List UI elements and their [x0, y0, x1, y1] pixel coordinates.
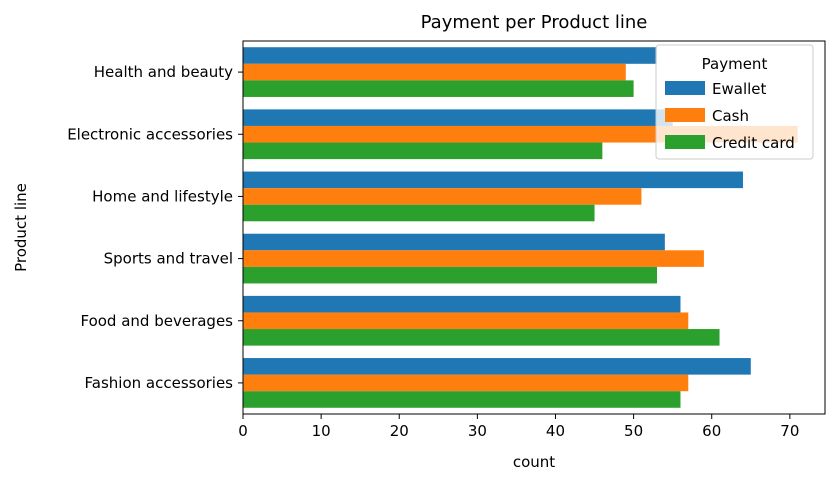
x-tick-label: 30 [468, 422, 487, 440]
x-tick-label: 10 [312, 422, 331, 440]
y-tick-label-health-and-beauty: Health and beauty [94, 63, 233, 81]
y-axis-label: Product line [12, 183, 30, 272]
bar-food-and-beverages-cash [243, 312, 689, 330]
legend-label-ewallet: Ewallet [712, 80, 767, 98]
bar-sports-and-travel-credit-card [243, 266, 658, 284]
bar-food-and-beverages-credit-card [243, 329, 720, 346]
x-tick-label: 20 [390, 422, 409, 440]
legend-swatch-credit-card [665, 135, 705, 149]
bar-electronic-accessories-ewallet [243, 109, 673, 126]
y-tick-label-fashion-accessories: Fashion accessories [85, 374, 234, 392]
legend-swatch-cash [665, 108, 705, 122]
y-tick-label-food-and-beverages: Food and beverages [80, 312, 233, 330]
legend-box [655, 44, 814, 160]
bar-home-and-lifestyle-ewallet [243, 171, 743, 189]
bars-layer [243, 47, 798, 408]
legend-label-credit-card: Credit card [712, 134, 795, 152]
bar-health-and-beauty-ewallet [243, 47, 658, 64]
bar-electronic-accessories-credit-card [243, 142, 603, 160]
x-tick-label: 60 [702, 422, 721, 440]
y-axis: Health and beauty Electronic accessories H… [67, 63, 243, 392]
legend-title: Payment [702, 55, 768, 73]
bar-home-and-lifestyle-credit-card [243, 204, 595, 222]
bar-fashion-accessories-credit-card [243, 391, 681, 408]
bar-health-and-beauty-cash [243, 63, 626, 81]
bar-home-and-lifestyle-cash [243, 188, 642, 205]
x-axis-label: count [513, 453, 555, 471]
y-tick-label-electronic-accessories: Electronic accessories [67, 125, 233, 143]
legend-swatch-ewallet [665, 81, 705, 95]
chart-title: Payment per Product line [421, 12, 648, 33]
bar-fashion-accessories-ewallet [243, 358, 751, 375]
bar-sports-and-travel-cash [243, 250, 704, 267]
x-tick-label: 70 [780, 422, 799, 440]
x-axis: 0 10 20 30 40 50 60 70 [238, 414, 799, 440]
x-tick-label: 40 [546, 422, 565, 440]
y-tick-label-home-and-lifestyle: Home and lifestyle [92, 187, 233, 205]
legend: Payment Ewallet Cash Credit card [655, 44, 814, 160]
x-tick-label: 0 [238, 422, 248, 440]
plot-frame [242, 40, 826, 415]
bar-health-and-beauty-credit-card [243, 80, 634, 97]
legend-label-cash: Cash [712, 107, 749, 125]
x-tick-label: 50 [624, 422, 643, 440]
bar-food-and-beverages-ewallet [243, 295, 681, 313]
y-tick-label-sports-and-travel: Sports and travel [104, 250, 233, 268]
bar-sports-and-travel-ewallet [243, 233, 665, 251]
bar-fashion-accessories-cash [243, 374, 689, 392]
